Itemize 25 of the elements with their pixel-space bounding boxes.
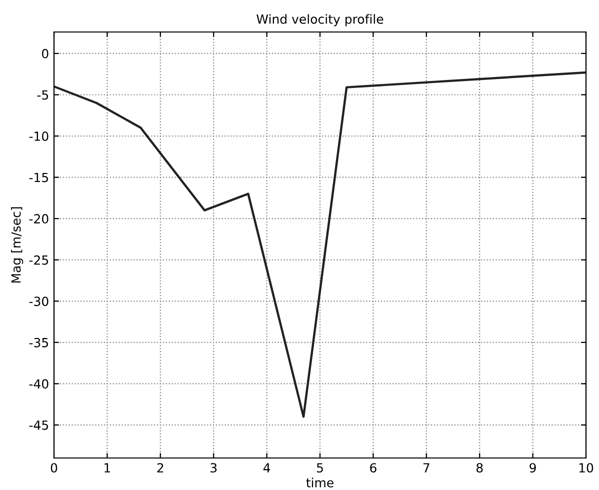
y-tick-label: -15	[29, 172, 48, 182]
y-axis-title: Mag [m/sec]	[11, 207, 24, 283]
chart-title: Wind velocity profile	[256, 14, 384, 26]
y-tick-label: -35	[29, 338, 48, 348]
y-tick-label: -45	[29, 420, 48, 430]
x-tick-label: 2	[157, 463, 164, 472]
x-tick-label: 8	[476, 463, 483, 473]
y-tick-label: 0	[42, 48, 48, 58]
y-tick-label: -40	[29, 379, 48, 389]
x-tick-label: 3	[210, 463, 217, 473]
y-tick-label: -10	[29, 131, 48, 141]
x-tick-label: 5	[316, 463, 323, 473]
y-tick-label: -20	[29, 214, 48, 224]
x-tick-label: 9	[530, 463, 536, 473]
line-series	[54, 71, 586, 418]
y-tick-label: -25	[29, 255, 48, 265]
x-tick-label: 0	[50, 463, 58, 473]
x-tick-label: 7	[423, 463, 430, 472]
x-tick-label: 6	[370, 463, 376, 473]
x-tick-label: 4	[263, 463, 270, 472]
x-tick-label: 10	[579, 463, 594, 473]
y-tick-label: -30	[29, 296, 48, 306]
y-tick-label: -5	[37, 90, 48, 100]
x-axis-title: time	[306, 478, 334, 488]
x-tick-label: 1	[104, 463, 110, 472]
